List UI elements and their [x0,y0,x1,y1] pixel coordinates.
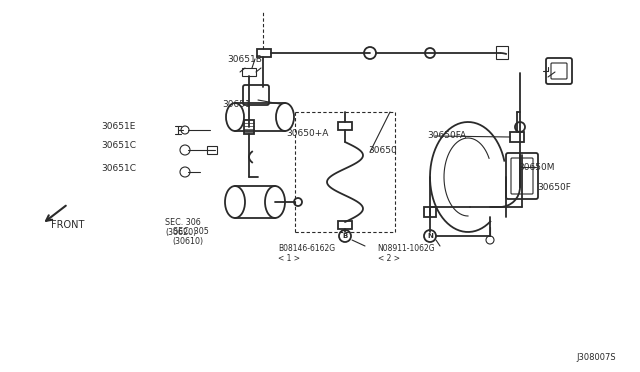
Text: 30650+A: 30650+A [287,129,329,138]
Bar [338,122,352,130]
Text: 30651C: 30651C [101,141,136,150]
Text: N: N [427,233,433,239]
Text: SEC. 305
(30610): SEC. 305 (30610) [173,227,209,246]
Bar [207,146,217,154]
Text: 30651B: 30651B [227,55,262,64]
Bar [424,207,436,217]
Text: B08146-6162G
< 1 >: B08146-6162G < 1 > [278,244,335,263]
Text: N08911-1062G
< 2 >: N08911-1062G < 2 > [378,244,435,263]
Text: 30650F: 30650F [538,183,572,192]
Text: 30651: 30651 [222,100,251,109]
Bar [242,68,256,76]
Bar [510,132,524,142]
Bar [496,46,508,59]
Text: 30650FA: 30650FA [428,131,467,140]
Bar [257,49,271,57]
Text: SEC. 306
(30620): SEC. 306 (30620) [165,218,201,237]
Text: J308007S: J308007S [576,353,616,362]
Text: 30651E: 30651E [101,122,136,131]
Bar [338,221,352,229]
Text: 30650: 30650 [368,146,397,155]
Bar [244,120,254,134]
Text: B: B [342,233,348,239]
Text: 30651C: 30651C [101,164,136,173]
Text: 30650M: 30650M [518,163,555,172]
Text: FRONT: FRONT [51,220,84,230]
